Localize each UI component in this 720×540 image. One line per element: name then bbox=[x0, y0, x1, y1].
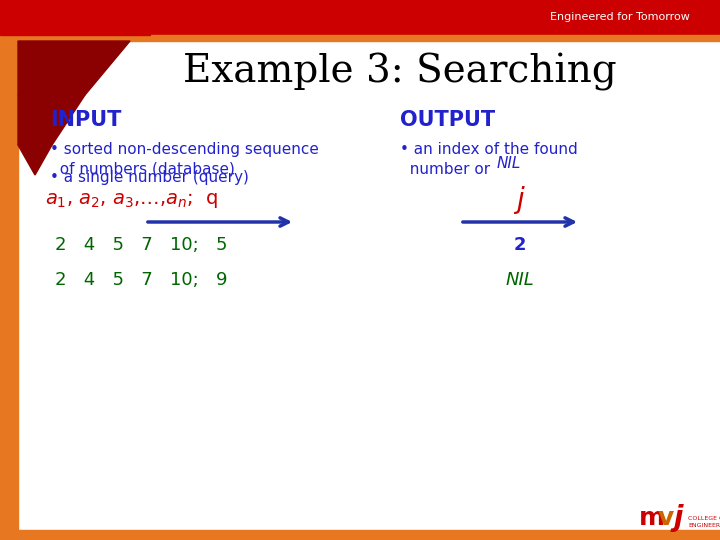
Polygon shape bbox=[18, 145, 52, 175]
Text: 2: 2 bbox=[514, 236, 526, 254]
Polygon shape bbox=[0, 0, 150, 35]
Text: $a_1$, $a_2$, $a_3$,…,$a_n$;  q: $a_1$, $a_2$, $a_3$,…,$a_n$; q bbox=[45, 191, 218, 210]
Polygon shape bbox=[18, 95, 85, 145]
Bar bbox=[0, 35, 720, 41]
Bar bbox=[0, 0, 18, 540]
FancyArrowPatch shape bbox=[148, 218, 288, 226]
Text: NIL: NIL bbox=[497, 156, 521, 171]
Text: • a single number (query): • a single number (query) bbox=[50, 170, 249, 185]
Text: COLLEGE OF
ENGINEERING: COLLEGE OF ENGINEERING bbox=[688, 516, 720, 528]
Text: • an index of the found
  number or: • an index of the found number or bbox=[400, 142, 577, 177]
Text: INPUT: INPUT bbox=[50, 110, 122, 130]
Bar bbox=[0, 530, 720, 540]
FancyArrowPatch shape bbox=[463, 218, 573, 226]
Text: NIL: NIL bbox=[505, 271, 534, 289]
Text: v: v bbox=[658, 506, 674, 530]
Text: 2   4   5   7   10;   5: 2 4 5 7 10; 5 bbox=[55, 236, 228, 254]
Text: Example 3: Searching: Example 3: Searching bbox=[183, 53, 617, 91]
Text: • sorted non-descending sequence
  of numbers (database): • sorted non-descending sequence of numb… bbox=[50, 142, 319, 177]
Bar bbox=[0, 0, 720, 35]
Text: m: m bbox=[639, 506, 665, 530]
Text: OUTPUT: OUTPUT bbox=[400, 110, 495, 130]
Text: 2   4   5   7   10;   9: 2 4 5 7 10; 9 bbox=[55, 271, 228, 289]
Text: j: j bbox=[516, 186, 524, 214]
Text: j: j bbox=[673, 504, 683, 532]
Text: Engineered for Tomorrow: Engineered for Tomorrow bbox=[550, 12, 690, 23]
Polygon shape bbox=[18, 41, 130, 95]
